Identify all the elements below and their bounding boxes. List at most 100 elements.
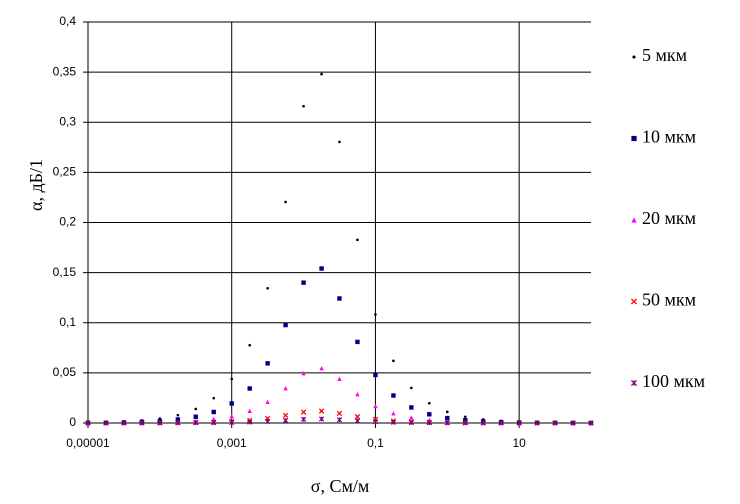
point [265, 399, 270, 405]
y-tick-label: 0,1 [59, 315, 76, 329]
point [211, 409, 216, 415]
y-tick-label: 0,05 [53, 365, 77, 379]
point [302, 104, 305, 108]
point [445, 415, 450, 421]
point [354, 418, 361, 424]
point [516, 420, 522, 426]
point [409, 415, 414, 420]
point [265, 361, 270, 366]
point [427, 412, 432, 417]
point [570, 420, 576, 426]
x-tick-label: 0,00001 [66, 436, 110, 450]
point [194, 407, 198, 411]
point [283, 386, 288, 391]
point [318, 408, 325, 414]
point [247, 419, 253, 425]
legend-label: 20 мкм [642, 208, 696, 228]
point [300, 416, 307, 423]
point [408, 419, 414, 426]
point [266, 286, 269, 290]
point [247, 408, 252, 413]
point [211, 420, 217, 426]
point [337, 296, 342, 301]
y-axis-label: α, дБ/1 [26, 159, 46, 211]
point [264, 418, 271, 425]
y-tick-label: 0,2 [59, 215, 76, 229]
legend-marker [632, 55, 636, 59]
point [121, 420, 127, 426]
point [355, 392, 360, 397]
point [552, 420, 558, 426]
point [212, 396, 216, 400]
legend-marker [630, 298, 638, 305]
y-tick-label: 0,25 [53, 165, 77, 179]
legend-label: 100 мкм [642, 371, 705, 391]
point [176, 413, 180, 417]
y-tick-label: 0,15 [53, 265, 77, 279]
point [229, 413, 234, 419]
point [462, 420, 468, 426]
point [373, 403, 378, 409]
y-tick-label: 0 [69, 415, 76, 429]
legend-marker [631, 135, 637, 142]
legend-marker [630, 379, 638, 387]
point [318, 416, 325, 422]
point [373, 372, 378, 378]
point [230, 377, 234, 381]
point [85, 420, 91, 426]
point [301, 370, 306, 376]
point [391, 411, 396, 416]
point [427, 401, 431, 405]
point [337, 376, 342, 381]
legend-label: 10 мкм [642, 127, 696, 147]
point [193, 420, 199, 426]
y-tick-label: 0,4 [59, 14, 76, 28]
point [409, 405, 414, 410]
point [355, 339, 360, 345]
legend-marker [631, 217, 637, 223]
point [444, 420, 450, 426]
x-tick-label: 10 [512, 436, 526, 450]
point [588, 420, 594, 426]
point [319, 365, 324, 371]
point [284, 200, 287, 204]
point [175, 417, 181, 422]
point [426, 420, 432, 426]
point [480, 420, 486, 426]
point [282, 417, 289, 424]
point [410, 386, 413, 390]
y-tick-label: 0,3 [59, 114, 76, 128]
point [445, 410, 449, 414]
point [229, 401, 234, 406]
x-tick-label: 0,001 [217, 436, 247, 450]
point [229, 419, 235, 426]
point [336, 417, 343, 423]
point [356, 238, 359, 242]
point [392, 359, 395, 363]
point [354, 414, 361, 420]
point [319, 266, 324, 271]
point [336, 410, 343, 417]
point [247, 386, 252, 391]
point [301, 280, 306, 285]
x-tick-label: 0,1 [367, 436, 384, 450]
point [463, 415, 467, 419]
point [193, 414, 198, 419]
point [283, 322, 288, 328]
point [175, 420, 181, 426]
point [391, 393, 396, 398]
point [157, 420, 163, 426]
legend-label: 5 мкм [642, 45, 687, 65]
point [320, 72, 323, 76]
y-tick-label: 0,35 [53, 64, 77, 78]
point [103, 420, 109, 426]
point [390, 419, 397, 425]
point [498, 420, 504, 426]
legend-label: 50 мкм [642, 290, 696, 310]
point [282, 412, 289, 419]
point [372, 419, 379, 425]
point [374, 313, 377, 316]
point [139, 420, 145, 426]
point [534, 420, 540, 426]
